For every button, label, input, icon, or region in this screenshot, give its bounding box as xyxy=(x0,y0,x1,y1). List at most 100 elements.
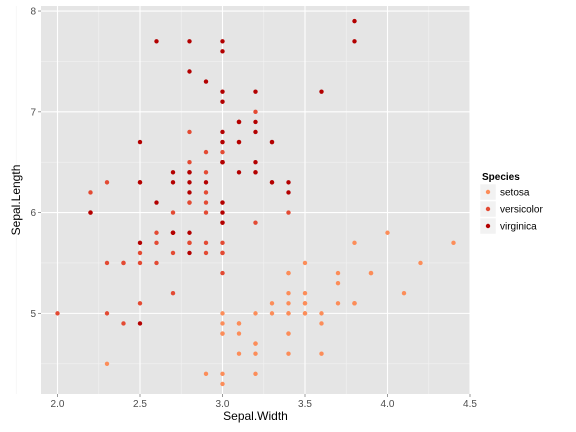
point-setosa xyxy=(253,311,258,316)
point-virginica xyxy=(170,180,176,185)
legend-items: setosa versicolor virginica xyxy=(479,183,543,235)
x-tick-label: 2.5 xyxy=(133,399,147,410)
legend: Species setosa versicolor virginica xyxy=(479,172,543,235)
y-tick-label: 7 xyxy=(30,107,36,118)
x-axis: 2.0 2.5 3.0 3.5 4.0 4.5 xyxy=(51,394,477,410)
point-virginica xyxy=(170,230,176,235)
point-versicolor xyxy=(104,260,110,266)
point-setosa xyxy=(418,260,423,266)
point-setosa xyxy=(253,341,258,346)
y-tick-label: 8 xyxy=(30,7,36,18)
point-versicolor xyxy=(203,190,209,195)
legend-label-setosa: setosa xyxy=(500,188,530,199)
point-setosa xyxy=(269,301,275,306)
point-setosa xyxy=(286,301,291,306)
point-setosa xyxy=(302,311,308,316)
point-setosa xyxy=(401,291,407,296)
point-setosa xyxy=(269,311,275,316)
point-virginica xyxy=(319,89,324,94)
point-virginica xyxy=(253,160,258,165)
point-setosa xyxy=(220,381,225,387)
y-tick-label: 5 xyxy=(30,309,36,320)
point-setosa xyxy=(335,280,341,286)
legend-label-virginica: virginica xyxy=(500,222,537,233)
point-virginica xyxy=(253,89,258,94)
point-virginica xyxy=(187,180,192,185)
point-versicolor xyxy=(203,170,209,175)
point-virginica xyxy=(220,139,225,145)
point-setosa xyxy=(335,270,341,276)
point-virginica xyxy=(352,39,357,44)
point-virginica xyxy=(187,39,192,44)
point-virginica xyxy=(220,49,225,54)
point-versicolor xyxy=(253,109,258,115)
point-virginica xyxy=(187,230,192,235)
point-setosa xyxy=(236,351,242,356)
point-versicolor xyxy=(203,250,209,256)
point-virginica xyxy=(137,240,143,246)
x-tick-label: 4.5 xyxy=(463,399,477,410)
point-setosa xyxy=(236,321,242,326)
legend-key-point-setosa xyxy=(485,189,491,195)
data-points xyxy=(55,18,456,387)
point-virginica xyxy=(269,139,275,145)
point-versicolor xyxy=(220,149,225,155)
point-versicolor xyxy=(137,301,143,306)
point-setosa xyxy=(385,230,390,235)
point-virginica xyxy=(236,119,242,125)
point-versicolor xyxy=(170,210,176,215)
point-versicolor xyxy=(220,270,225,276)
point-virginica xyxy=(352,18,357,24)
point-virginica xyxy=(203,180,209,185)
point-virginica xyxy=(220,220,225,225)
point-versicolor xyxy=(154,230,159,235)
point-versicolor xyxy=(220,250,225,256)
point-setosa xyxy=(104,361,110,366)
point-versicolor xyxy=(104,311,110,316)
point-virginica xyxy=(154,39,159,44)
x-tick-label: 3.0 xyxy=(216,399,230,410)
legend-key-point-versicolor xyxy=(485,206,491,212)
plot-panel xyxy=(41,6,470,394)
point-virginica xyxy=(253,119,258,125)
point-setosa xyxy=(368,270,374,276)
point-versicolor xyxy=(154,240,159,246)
point-setosa xyxy=(302,260,308,266)
point-versicolor xyxy=(187,160,192,165)
x-tick-label: 3.5 xyxy=(298,399,312,410)
point-setosa xyxy=(286,291,291,296)
point-virginica xyxy=(187,190,192,195)
point-setosa xyxy=(302,301,308,306)
point-virginica xyxy=(220,129,225,135)
y-axis-title: Sepal.Length xyxy=(9,165,23,236)
legend-title: Species xyxy=(482,172,520,183)
point-setosa xyxy=(220,371,225,377)
point-versicolor xyxy=(286,210,291,215)
x-axis-title: Sepal.Width xyxy=(223,409,288,423)
point-setosa xyxy=(220,331,225,336)
point-versicolor xyxy=(170,250,176,256)
point-setosa xyxy=(352,301,357,306)
point-virginica xyxy=(286,190,291,195)
point-versicolor xyxy=(203,149,209,155)
point-setosa xyxy=(451,240,456,246)
point-virginica xyxy=(220,210,225,215)
point-virginica xyxy=(220,160,225,165)
point-virginica xyxy=(269,180,275,185)
point-versicolor xyxy=(121,321,126,326)
point-setosa xyxy=(286,311,291,316)
point-virginica xyxy=(220,99,225,104)
point-virginica xyxy=(220,200,225,205)
point-virginica xyxy=(236,139,242,145)
point-versicolor xyxy=(187,200,192,205)
point-versicolor xyxy=(137,260,143,266)
legend-label-versicolor: versicolor xyxy=(500,205,543,216)
point-virginica xyxy=(253,170,258,175)
point-setosa xyxy=(286,351,291,356)
point-virginica xyxy=(187,69,192,74)
point-versicolor xyxy=(137,250,143,256)
point-versicolor xyxy=(203,240,209,246)
point-virginica xyxy=(170,170,176,175)
point-versicolor xyxy=(220,240,225,246)
